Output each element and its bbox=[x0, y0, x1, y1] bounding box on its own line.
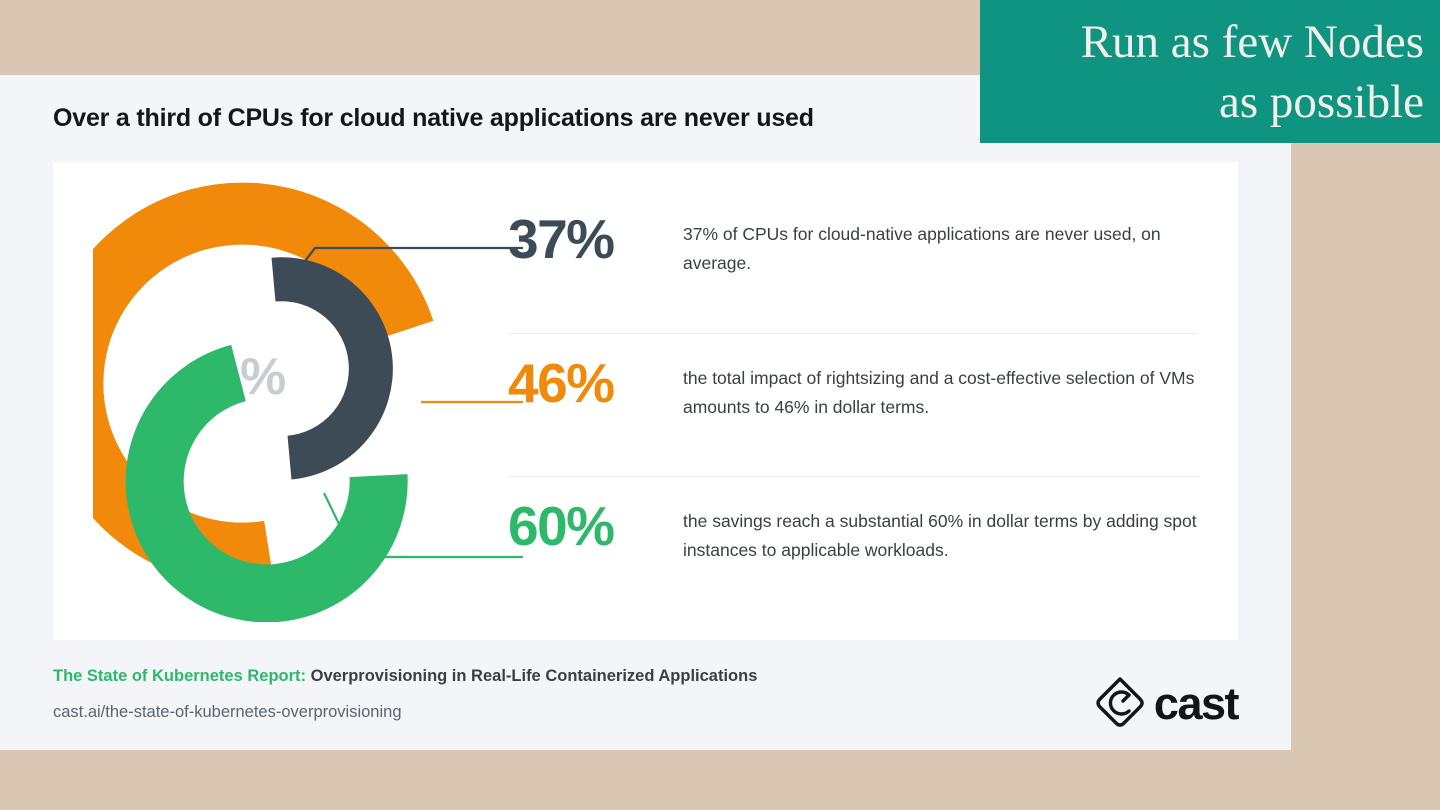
leader-line-slate bbox=[288, 246, 523, 283]
donut-chart: % bbox=[93, 182, 523, 622]
donut-arc-slate bbox=[271, 257, 393, 480]
leader-line-green bbox=[323, 492, 523, 559]
cast-mark-icon bbox=[1096, 677, 1144, 727]
donut-arc-green bbox=[125, 344, 408, 622]
page-title: Over a third of CPUs for cloud native ap… bbox=[53, 104, 814, 132]
slide-panel: Over a third of CPUs for cloud native ap… bbox=[0, 75, 1291, 750]
banner-line-1: Run as few Nodes bbox=[1080, 15, 1424, 68]
cast-wordmark: cast bbox=[1153, 677, 1240, 729]
stat-value-37: 37% bbox=[508, 208, 615, 270]
source-citation: The State of Kubernetes Report: Overprov… bbox=[53, 667, 757, 686]
callout-banner: Run as few Nodes as possible bbox=[980, 0, 1440, 143]
stat-text-46: the total impact of rightsizing and a co… bbox=[683, 368, 1195, 417]
stat-text-37: 37% of CPUs for cloud-native application… bbox=[683, 224, 1161, 273]
cast-logo: cast bbox=[1092, 675, 1240, 731]
percent-symbol: % bbox=[240, 348, 286, 406]
source-report-name: The State of Kubernetes Report: bbox=[53, 667, 307, 685]
stats-list: 37% 37% of CPUs for cloud-native applica… bbox=[508, 190, 1198, 620]
stat-text-60: the savings reach a substantial 60% in d… bbox=[683, 511, 1197, 560]
footer: The State of Kubernetes Report: Overprov… bbox=[53, 667, 1240, 737]
stat-value-60: 60% bbox=[508, 495, 615, 557]
stat-row-37: 37% 37% of CPUs for cloud-native applica… bbox=[508, 190, 1198, 333]
source-report-subtitle: Overprovisioning in Real-Life Containeri… bbox=[306, 667, 758, 685]
infographic-card: % 37% 37% of CPUs for cloud-native appli… bbox=[53, 162, 1238, 640]
source-url[interactable]: cast.ai/the-state-of-kubernetes-overprov… bbox=[53, 703, 402, 721]
stat-value-46: 46% bbox=[508, 352, 615, 414]
stat-row-60: 60% the savings reach a substantial 60% … bbox=[508, 476, 1198, 619]
stat-row-46: 46% the total impact of rightsizing and … bbox=[508, 333, 1198, 476]
banner-line-2: as possible bbox=[1219, 75, 1424, 128]
